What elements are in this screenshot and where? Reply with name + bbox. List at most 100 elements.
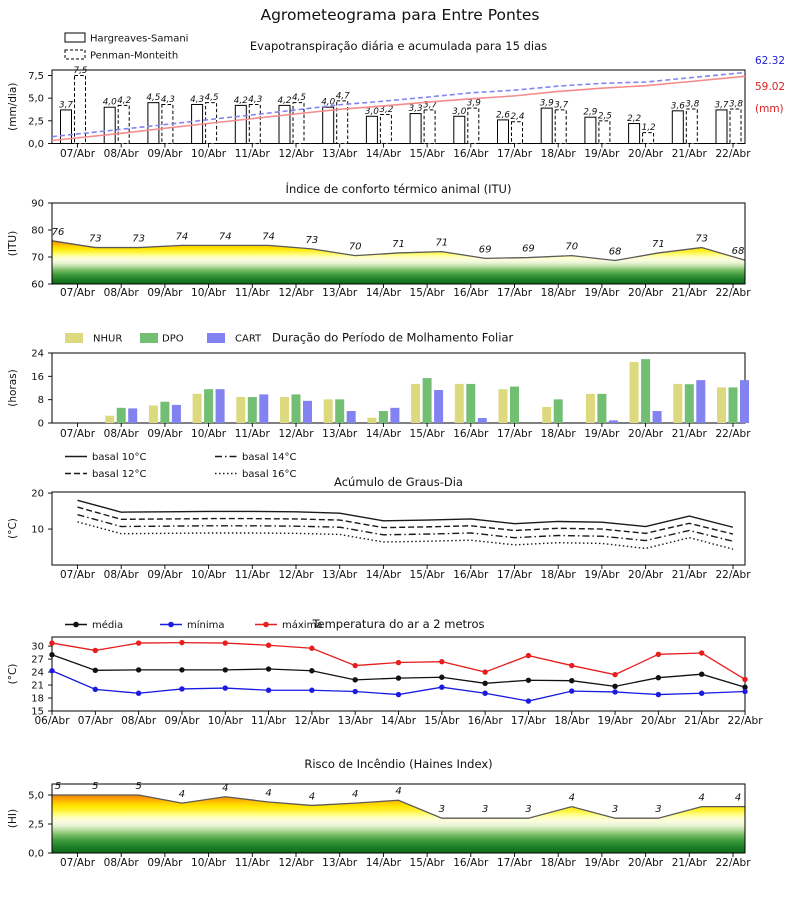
- temp-marker: [309, 645, 315, 651]
- x-tick-label: 13/Abr: [322, 287, 358, 299]
- y-tick-label: 2,5: [28, 116, 44, 127]
- et-bar-label: 2,9: [583, 108, 597, 118]
- et-bar-hargreaves: [103, 106, 116, 144]
- x-tick-label: 11/Abr: [235, 287, 271, 299]
- et-bar-hargreaves: [147, 102, 160, 144]
- x-tick-label: 11/Abr: [235, 569, 271, 581]
- x-tick-label: 10/Abr: [191, 428, 227, 440]
- x-tick-label: 22/Abr: [727, 715, 763, 727]
- legend-label: basal 14°C: [242, 452, 296, 463]
- x-tick-label: 08/Abr: [104, 569, 140, 581]
- x-tick-label: 22/Abr: [715, 569, 751, 581]
- itu-point-label: 69: [522, 244, 535, 255]
- dpmf-bar-dpo: [466, 383, 476, 423]
- itu-point-label: 73: [695, 234, 708, 245]
- y-tick-label: 8: [38, 395, 44, 406]
- plot-frame: [51, 69, 746, 144]
- x-tick-label: 12/Abr: [278, 857, 314, 869]
- x-tick-label: 16/Abr: [468, 715, 504, 727]
- x-tick-label: 20/Abr: [628, 857, 664, 869]
- x-tick-label: 21/Abr: [672, 569, 708, 581]
- dpmf-bar-nhur: [673, 383, 683, 423]
- x-tick-label: 12/Abr: [278, 287, 314, 299]
- temp-marker: [49, 640, 55, 646]
- et-bar-label: 4,0: [321, 98, 335, 108]
- y-axis-label: (°C): [7, 518, 19, 539]
- dpmf-bar-nhur: [585, 393, 595, 423]
- y-tick-label: 16: [31, 372, 44, 383]
- temp-marker: [482, 669, 488, 675]
- x-tick-label: 14/Abr: [366, 569, 402, 581]
- temp-marker: [439, 658, 445, 665]
- dpmf-bar-cart: [259, 394, 269, 423]
- x-tick-label: 07/Abr: [78, 715, 114, 727]
- dpmf-bar-dpo: [160, 401, 170, 423]
- y-axis-label: (horas): [7, 369, 19, 407]
- hargreaves-total: 59.02: [755, 81, 785, 93]
- et-bar-label: 4,7: [336, 91, 350, 101]
- et-bar-label: 2,6: [496, 110, 510, 120]
- itu-point-label: 68: [732, 246, 745, 257]
- gd-line: [77, 506, 734, 535]
- x-tick-label: 08/Abr: [104, 148, 140, 160]
- haines-line: [52, 794, 745, 819]
- temp-marker: [179, 639, 185, 646]
- temp-marker: [569, 662, 575, 669]
- dpmf-bar-dpo: [204, 389, 214, 423]
- x-tick-label: 20/Abr: [641, 715, 677, 727]
- x-tick-label: 19/Abr: [584, 287, 620, 299]
- x-tick-label: 14/Abr: [366, 857, 402, 869]
- dpmf-bar-cart: [652, 411, 662, 423]
- itu-point-label: 73: [132, 234, 145, 245]
- itu-point-label: 74: [262, 231, 275, 242]
- temp-marker: [395, 675, 402, 681]
- x-tick-label: 12/Abr: [278, 148, 314, 160]
- x-tick-label: 08/Abr: [104, 428, 140, 440]
- temp-marker: [698, 671, 705, 677]
- x-tick-label: 12/Abr: [278, 428, 314, 440]
- y-tick-label: 0: [38, 419, 44, 430]
- haines-point-label: 4: [735, 793, 741, 804]
- x-tick-label: 10/Abr: [191, 569, 227, 581]
- temp-marker: [525, 677, 532, 683]
- x-tick-label: 14/Abr: [366, 428, 402, 440]
- haines-point-label: 4: [222, 783, 228, 794]
- legend-swatch: [65, 333, 83, 343]
- et-bar-label: 1,2: [642, 123, 656, 133]
- et-bar-penman: [248, 103, 261, 145]
- haines-point-label: 4: [569, 793, 575, 804]
- dpmf-bar-dpo: [378, 411, 388, 423]
- dpmf-bar-cart: [171, 404, 181, 423]
- x-tick-label: 21/Abr: [672, 287, 708, 299]
- x-tick-label: 11/Abr: [251, 715, 287, 727]
- x-tick-label: 08/Abr: [104, 857, 140, 869]
- x-tick-label: 19/Abr: [584, 857, 620, 869]
- et-bar-hargreaves: [540, 107, 553, 145]
- x-tick-label: 10/Abr: [208, 715, 244, 727]
- plot-frame: [51, 783, 746, 854]
- x-tick-label: 13/Abr: [322, 857, 358, 869]
- et-bar-label: 7,5: [74, 66, 88, 76]
- et-chart: 0,0 2,5 5,0 7,5 (mm/dia) 07/Abr 08/Abr 09/Abr 10…: [7, 32, 785, 160]
- haines-point-label: 4: [179, 789, 185, 800]
- y-tick-label: 30: [31, 642, 44, 653]
- y-tick-label: 70: [31, 253, 44, 264]
- dpmf-bar-dpo: [422, 378, 432, 423]
- x-tick-label: 15/Abr: [410, 428, 446, 440]
- et-bar-label: 3,7: [59, 100, 73, 110]
- x-tick-label: 07/Abr: [60, 428, 96, 440]
- et-bar-label: 3,7: [715, 100, 729, 110]
- x-tick-label: 17/Abr: [497, 148, 533, 160]
- et-bar-hargreaves: [497, 119, 509, 145]
- itu-line: [51, 240, 746, 262]
- x-tick-label: 09/Abr: [147, 428, 183, 440]
- haines-point-label: 4: [265, 788, 271, 799]
- dpmf-bar-dpo: [728, 387, 738, 423]
- x-tick-label: 06/Abr: [34, 715, 70, 727]
- x-tick-label: 20/Abr: [628, 428, 664, 440]
- x-tick-label: 07/Abr: [60, 569, 96, 581]
- temp-marker: [395, 691, 402, 698]
- dpmf-bar-dpo: [116, 407, 126, 423]
- et-bar-penman: [642, 132, 655, 145]
- et-bar-penman: [336, 100, 349, 144]
